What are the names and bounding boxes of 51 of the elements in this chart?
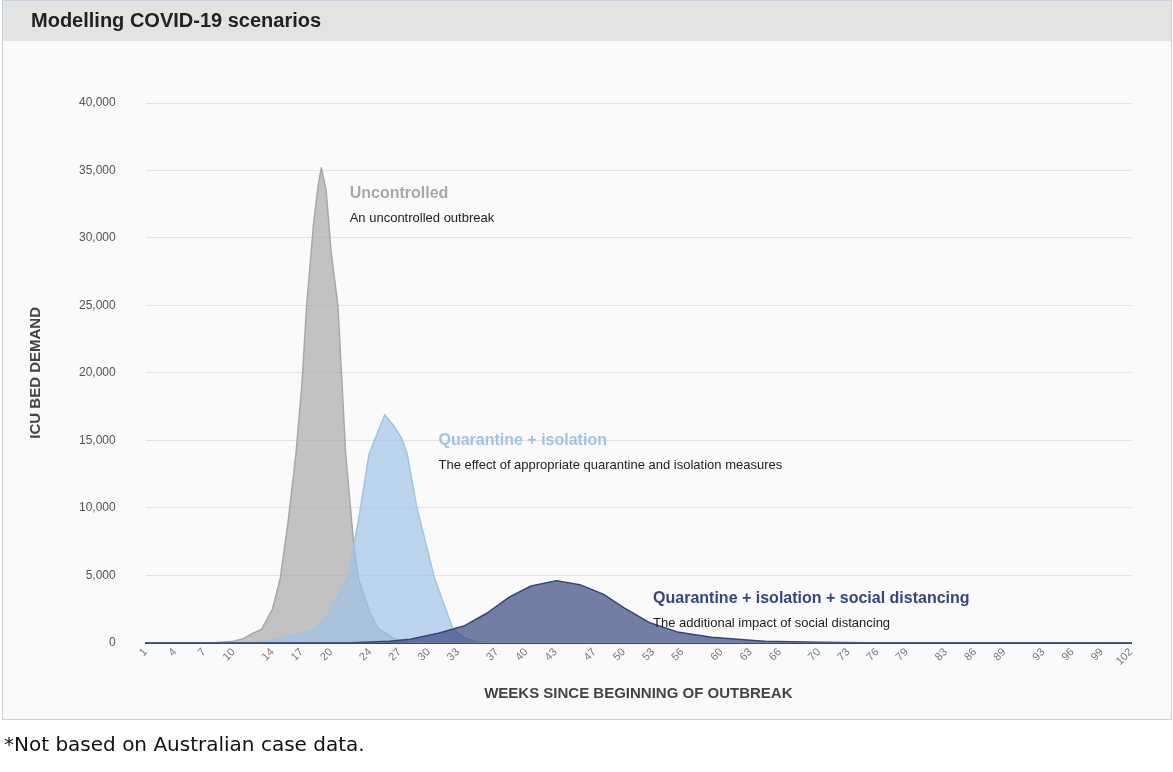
x-tick-label: 73: [834, 645, 852, 663]
x-tick-label: 7: [194, 645, 208, 659]
y-tick-label: 40,000: [79, 95, 117, 110]
x-tick-label: 50: [610, 645, 628, 663]
x-tick-label: 70: [805, 645, 823, 663]
x-tick-label: 24: [356, 645, 374, 663]
series-label: Quarantine + isolation + social distancing: [653, 588, 970, 606]
x-tick-label: 99: [1088, 645, 1106, 663]
x-tick-label: 53: [639, 645, 657, 663]
series-label: Quarantine + isolation: [438, 430, 607, 448]
y-tick-label: 30,000: [79, 230, 117, 245]
x-tick-label: 93: [1029, 645, 1047, 663]
x-tick-label: 40: [512, 645, 530, 663]
x-tick-label: 60: [707, 645, 725, 663]
y-tick-label: 0: [109, 635, 117, 649]
y-axis-title: ICU BED DEMAND: [26, 306, 44, 439]
x-tick-label: 1: [136, 645, 150, 659]
x-tick-label: 37: [483, 645, 501, 663]
chart-title: Modelling COVID-19 scenarios: [31, 9, 322, 32]
x-axis-title: WEEKS SINCE BEGINNING OF OUTBREAK: [484, 684, 793, 702]
x-tick-label: 30: [415, 645, 433, 663]
annotation: The effect of appropriate quarantine and isolation measures: [438, 456, 783, 472]
y-tick-label: 15,000: [79, 432, 117, 447]
y-tick-label: 10,000: [79, 500, 117, 515]
x-tick-label: 63: [736, 645, 755, 663]
y-tick-label: 5,000: [85, 567, 117, 582]
x-tick-label: 66: [766, 645, 784, 663]
x-tick-label: 56: [668, 645, 686, 663]
x-tick-label: 89: [990, 645, 1008, 663]
x-tick-label: 17: [288, 645, 306, 663]
annotation: An uncontrolled outbreak: [349, 209, 495, 225]
x-tick-label: 102: [1113, 645, 1135, 667]
x-tick-label: 10: [219, 645, 238, 663]
x-tick-label: 76: [863, 645, 881, 663]
annotation: The additional impact of social distancing: [653, 614, 891, 630]
x-tick-label: 4: [165, 645, 179, 659]
x-tick-label: 86: [961, 645, 979, 663]
x-tick-label: 43: [541, 645, 559, 663]
x-tick-label: 14: [258, 645, 277, 663]
x-tick-label: 96: [1058, 645, 1077, 663]
x-tick-label: 33: [444, 645, 462, 663]
x-tick-label: 27: [385, 645, 403, 663]
text: *Not based on Australian case data.: [4, 732, 365, 756]
series-label: Uncontrolled: [349, 183, 449, 201]
x-tick-label: 83: [932, 645, 950, 663]
x-tick-label: 20: [317, 645, 335, 663]
x-tick-label: 47: [580, 645, 599, 663]
x-tick-label: 79: [893, 645, 911, 663]
y-tick-label: 25,000: [79, 297, 117, 312]
y-tick-label: 20,000: [79, 365, 117, 380]
y-tick-label: 35,000: [79, 162, 117, 177]
